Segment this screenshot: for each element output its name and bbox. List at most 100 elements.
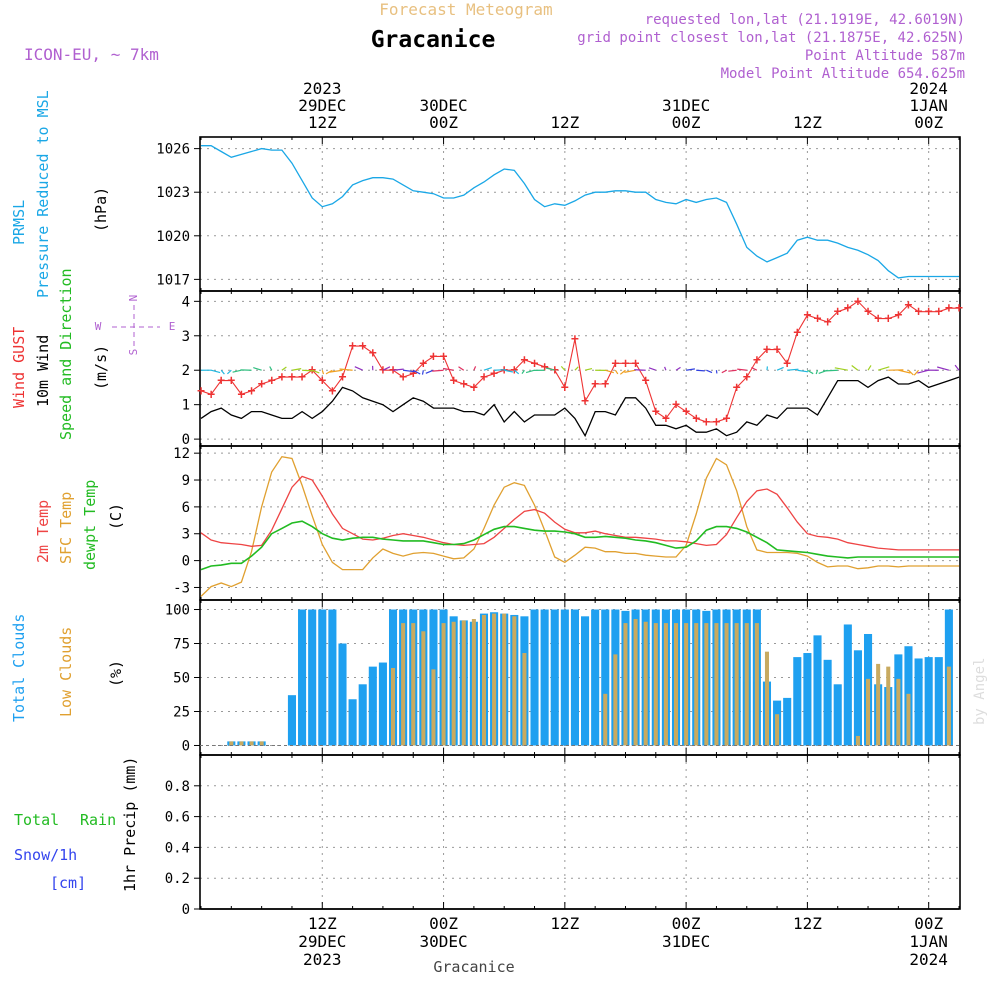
wind-direction-arrow [696,370,705,371]
gust-point: + [601,377,609,392]
low-cloud-bar [866,679,870,746]
total-cloud-bar [925,657,933,745]
grid-point-coords: grid point closest lon,lat (21.1875E, 42… [577,30,965,46]
gust-point: + [409,367,417,382]
wind-direction-arrow [474,366,476,370]
plot-layer: 101710201023102601234-303691202550751000… [156,79,963,969]
temp-ytick-label: 0 [182,554,190,570]
total-cloud-bar [379,663,387,746]
total-cloud-bar [935,657,943,745]
gust-point: + [298,370,306,385]
low-cloud-bar [502,614,506,746]
gust-point: + [278,370,286,385]
gust-point: + [874,312,882,327]
gust-point: + [581,394,589,409]
low-cloud-bar [452,622,456,746]
wind-direction-arrow [494,370,506,371]
bottom-time-label: 12Z [793,914,822,933]
wind-direction-arrow [443,369,453,371]
precip-ytick-label: 0.6 [165,810,190,826]
temp-unit: (C) [107,503,125,530]
gust-point: + [935,305,943,320]
gust-point: + [430,349,438,364]
low-cloud-bar [462,620,466,745]
wind-direction-arrow [665,367,666,370]
low-cloud-bar [421,631,425,745]
cloud-unit: (%) [107,660,125,687]
gust-point: + [611,356,619,371]
precip-frame [200,755,960,909]
low-cloud-bar [654,623,658,745]
wind-direction-arrow [561,366,565,370]
low-cloud-bar [391,668,395,746]
low-cloud-bar [260,741,264,745]
low-cloud-bar [664,623,668,745]
low-cloud-bar [522,653,526,745]
gust-point: + [480,370,488,385]
gust-point: + [642,374,650,389]
gust-point: + [622,356,630,371]
total-cloud-bar [530,610,538,746]
sfc-temp-line [201,457,959,597]
compass-s: S [127,349,140,356]
pressure-frame [200,137,960,291]
temp-label-2: SFC Temp [57,492,75,564]
gust-point: + [531,356,539,371]
compass-w: W [95,320,102,333]
gust-point: + [783,356,791,371]
gust-point: + [915,305,923,320]
gust-point: + [369,346,377,361]
compass-e: E [169,320,176,333]
total-cloud-bar [813,635,821,745]
temp-ytick-label: 9 [182,473,190,489]
bottom-time-label: 31DEC [662,932,710,951]
low-cloud-bar [239,741,243,745]
pressure-labels: PRMSL Pressure Reduced to MSL (hPa) [10,90,110,298]
gust-point: + [884,312,892,327]
gust-point: + [197,384,205,399]
total-cloud-bar [824,660,832,746]
wind-direction-arrow [270,367,272,371]
pressure-ytick-label: 1020 [156,229,190,245]
bottom-time-label: 29DEC [298,932,346,951]
wind-direction-arrow [797,370,808,372]
gust-point: + [743,370,751,385]
top-time-label: 00Z [429,113,458,132]
wind-direction-arrow [459,367,464,370]
gust-point: + [662,411,670,426]
dewpt-temp-line [201,521,959,569]
wind-ytick-label: 1 [182,398,190,414]
low-cloud-bar [876,664,880,746]
total-cloud-bar [854,650,862,745]
bottom-time-label: 00Z [672,914,701,933]
total-cloud-bar [541,610,549,746]
total-cloud-bar [844,624,852,745]
temp-frame [200,446,960,600]
temp-label-1: 2m Temp [34,500,52,563]
temp-ytick-label: 3 [182,527,190,543]
pressure-ytick-label: 1017 [156,272,190,288]
wind-direction-arrow [302,370,313,371]
low-cloud-bar [725,623,729,745]
total-cloud-bar [783,698,791,746]
watermark: by Angel [972,658,988,725]
precip-ytick-label: 0.8 [165,779,190,795]
gust-point: + [692,411,700,426]
gust-point: + [227,374,235,389]
wind-direction-arrow [807,370,813,373]
clouds-ytick-label: 0 [182,738,190,754]
gust-point: + [207,387,215,402]
gust-point: + [591,377,599,392]
gust-point: + [571,332,579,347]
total-cloud-bar [298,610,306,746]
wind-ytick-label: 2 [182,363,190,379]
total-cloud-bar [915,658,923,745]
gust-point: + [905,298,913,313]
gust-point: + [803,308,811,323]
bottom-time-label: 2023 [303,950,342,969]
low-cloud-bar [886,667,890,746]
compass-n: N [127,295,140,302]
gust-point: + [925,305,933,320]
top-time-label: 00Z [672,113,701,132]
wind-direction-arrow [634,370,645,371]
